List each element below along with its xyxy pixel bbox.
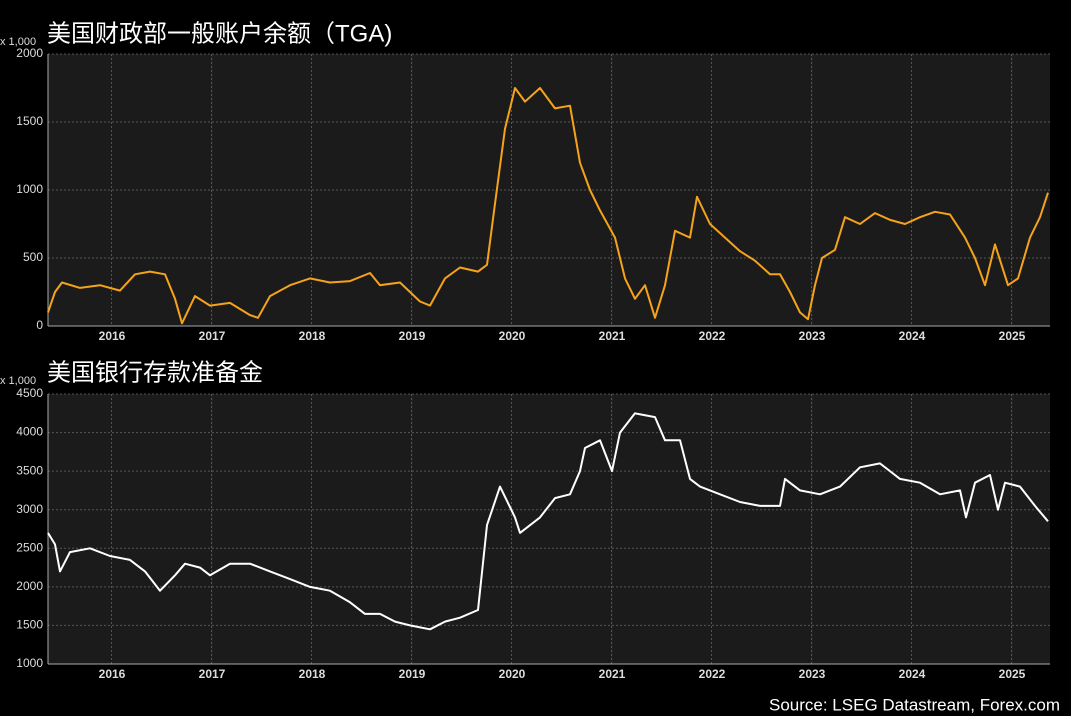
y-unit: x 1,000 xyxy=(0,375,36,387)
y-unit: x 1,000 xyxy=(0,36,36,48)
x-tick-label: 2016 xyxy=(99,329,126,343)
y-tick-label: 1000 xyxy=(16,182,43,196)
year-band xyxy=(1011,394,1013,664)
x-tick-label: 2025 xyxy=(999,667,1026,681)
x-tick-label: 2018 xyxy=(299,329,326,343)
y-tick-label: 3500 xyxy=(16,463,43,477)
year-band xyxy=(611,394,613,664)
y-tick-label: 1000 xyxy=(16,656,43,670)
y-tick-label: 2000 xyxy=(16,579,43,593)
x-tick-label: 2016 xyxy=(99,667,126,681)
series-line xyxy=(47,87,1049,325)
y-tick-label: 4000 xyxy=(16,425,43,439)
x-tick-label: 2023 xyxy=(799,329,826,343)
year-band xyxy=(811,394,813,664)
chart-title: 美国财政部一般账户余额（TGA) xyxy=(47,20,392,47)
x-tick-label: 2022 xyxy=(699,329,726,343)
y-tick-label: 2000 xyxy=(16,46,43,60)
y-tick-label: 500 xyxy=(23,250,43,264)
x-tick-label: 2017 xyxy=(199,329,226,343)
x-tick-label: 2022 xyxy=(699,667,726,681)
y-tick-label: 3000 xyxy=(16,502,43,516)
x-tick-label: 2025 xyxy=(999,329,1026,343)
x-tick-label: 2024 xyxy=(899,667,926,681)
x-tick-label: 2017 xyxy=(199,667,226,681)
y-tick-label: 0 xyxy=(36,318,43,332)
x-tick-label: 2019 xyxy=(399,667,426,681)
chart-title: 美国银行存款准备金 xyxy=(47,359,263,386)
y-tick-label: 1500 xyxy=(16,114,43,128)
x-tick-label: 2020 xyxy=(499,329,526,343)
year-band xyxy=(211,394,213,664)
x-tick-label: 2018 xyxy=(299,667,326,681)
x-tick-label: 2021 xyxy=(599,667,626,681)
y-tick-label: 1500 xyxy=(16,618,43,632)
series-line xyxy=(47,412,1049,631)
x-tick-label: 2019 xyxy=(399,329,426,343)
x-tick-label: 2024 xyxy=(899,329,926,343)
x-tick-label: 2023 xyxy=(799,667,826,681)
y-tick-label: 4500 xyxy=(16,386,43,400)
plot-area xyxy=(48,394,1050,664)
y-tick-label: 2500 xyxy=(16,540,43,554)
year-band xyxy=(411,394,413,664)
x-tick-label: 2020 xyxy=(499,667,526,681)
x-tick-label: 2021 xyxy=(599,329,626,343)
source: Source: LSEG Datastream, Forex.com xyxy=(769,695,1060,714)
